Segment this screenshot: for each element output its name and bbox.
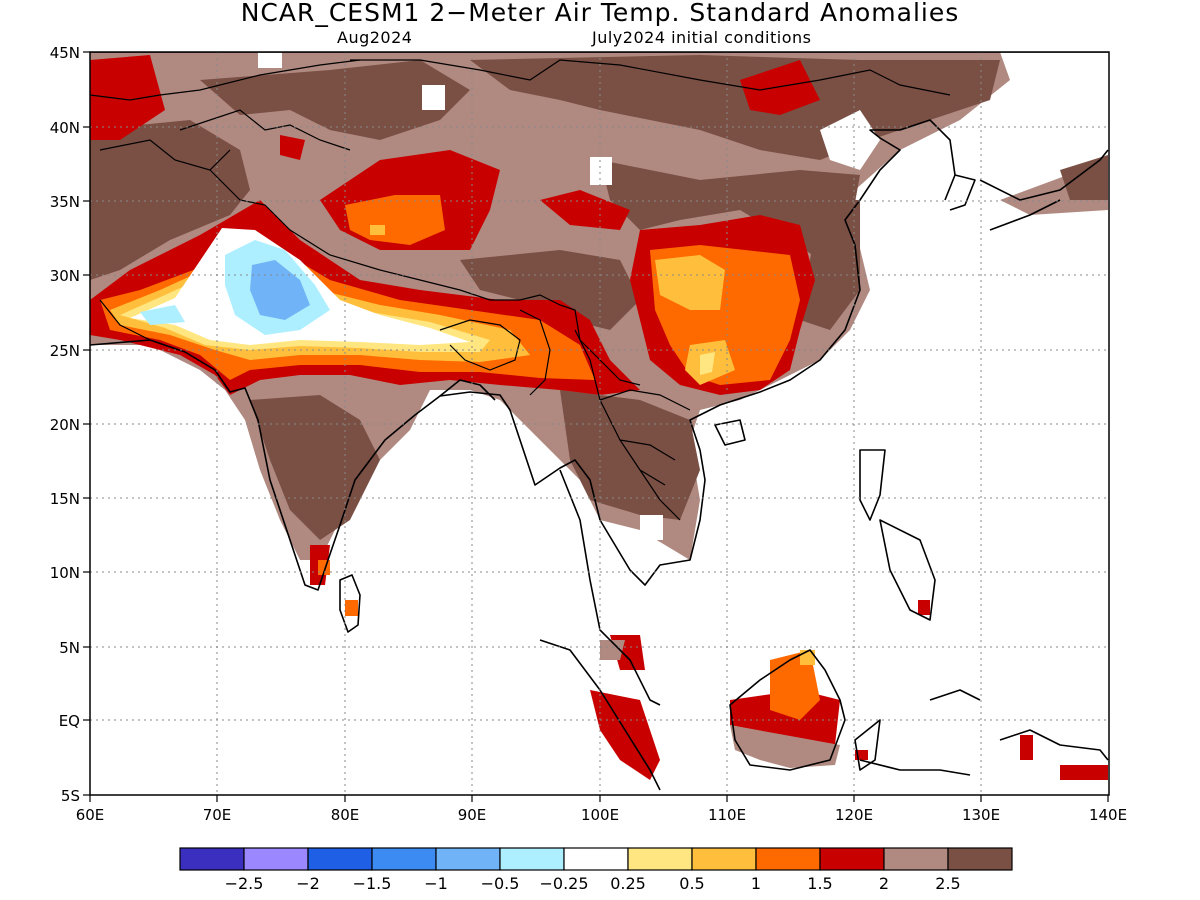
colorbar-label: 0.5 <box>679 874 704 893</box>
lat-label: 45N <box>50 44 80 62</box>
anomaly-region-borneo <box>730 725 840 768</box>
forecast-month: Aug2024 <box>337 28 413 47</box>
colorbar-swatch <box>627 847 693 871</box>
colorbar-swatch <box>371 847 437 871</box>
colorbar-label: −0.25 <box>539 874 588 893</box>
colorbar-label: 1 <box>751 874 761 893</box>
colorbar-label: −0.5 <box>481 874 520 893</box>
colorbar-swatch <box>243 847 309 871</box>
lat-labels: 45N 40N 35N 30N 25N 20N 15N 10N 5N EQ 5S <box>50 44 80 805</box>
lat-label: 35N <box>50 193 80 211</box>
axis-ticks <box>83 51 1109 802</box>
lon-label: 120E <box>835 806 873 824</box>
colorbar-label: −1 <box>424 874 448 893</box>
anomaly-region-neg0p25-small <box>140 305 185 325</box>
lon-label: 60E <box>76 806 105 824</box>
lat-label: 40N <box>50 119 80 137</box>
colorbar-swatches <box>179 847 1013 871</box>
lon-label: 110E <box>708 806 746 824</box>
initial-conditions: July2024 initial conditions <box>592 28 812 47</box>
lat-label: 20N <box>50 416 80 434</box>
colorbar-label: −1.5 <box>353 874 392 893</box>
colorbar-swatch <box>179 847 245 871</box>
colorbar-labels: −2.5 −2 −1.5 −1 −0.5 −0.25 0.25 0.5 1 1.5 2 2.5 <box>225 874 961 893</box>
lon-label: 80E <box>331 806 360 824</box>
colorbar-swatch <box>563 847 629 871</box>
lon-label: 70E <box>203 806 232 824</box>
colorbar-label: −2.5 <box>225 874 264 893</box>
lat-lon-grid <box>90 52 1108 795</box>
lat-label: 5N <box>59 639 80 657</box>
colorbar-swatch <box>883 847 949 871</box>
colorbar-swatch <box>499 847 565 871</box>
anomaly-region-sumatra <box>600 640 625 660</box>
lon-label: 140E <box>1089 806 1127 824</box>
coastlines <box>90 52 1109 791</box>
lon-label: 130E <box>962 806 1000 824</box>
anomaly-field <box>90 52 1109 795</box>
colorbar-swatch <box>307 847 373 871</box>
colorbar-swatch <box>819 847 885 871</box>
colorbar-swatch <box>691 847 757 871</box>
colorbar-swatch <box>755 847 821 871</box>
colorbar-label: −2 <box>296 874 320 893</box>
lon-label: 90E <box>458 806 487 824</box>
lat-label: 15N <box>50 490 80 508</box>
colorbar-swatch <box>947 847 1013 871</box>
lon-label: 100E <box>581 806 619 824</box>
colorbar-label: 2 <box>879 874 889 893</box>
lat-label: 25N <box>50 342 80 360</box>
lat-label: 10N <box>50 564 80 582</box>
colorbar-label: 2.5 <box>935 874 960 893</box>
lat-label: 5S <box>61 787 80 805</box>
colorbar-label: 1.5 <box>807 874 832 893</box>
colorbar-label: 0.25 <box>610 874 646 893</box>
lat-label: EQ <box>59 712 80 730</box>
lon-labels: 60E 70E 80E 90E 100E 110E 120E 130E 140E <box>76 806 1127 824</box>
country-borders <box>90 59 951 521</box>
map-title: NCAR_CESM1 2−Meter Air Temp. Standard An… <box>240 0 960 27</box>
lat-label: 30N <box>50 267 80 285</box>
colorbar-swatch <box>435 847 501 871</box>
